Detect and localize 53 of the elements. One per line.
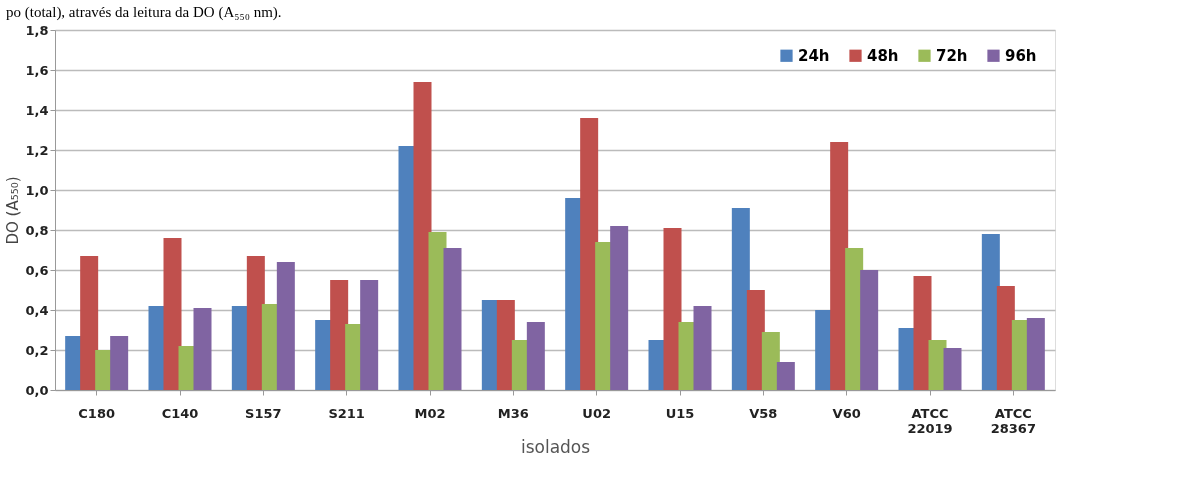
x-tick-label: S157 xyxy=(245,405,282,421)
legend-label: 96h xyxy=(1005,46,1037,65)
bar xyxy=(761,332,780,390)
x-tick-label: U02 xyxy=(582,405,611,421)
bar xyxy=(693,306,712,390)
bar xyxy=(110,336,129,390)
x-axis-title: isolados xyxy=(520,436,591,457)
y-tick-label: 1,6 xyxy=(25,62,49,78)
x-tick-label: V58 xyxy=(749,405,778,421)
bar xyxy=(663,228,682,390)
x-tick-label: C140 xyxy=(161,405,199,421)
bar xyxy=(330,280,349,390)
x-tick-label: ATCC 22019 xyxy=(907,405,953,436)
y-tick-label: 0,8 xyxy=(25,222,49,238)
bar xyxy=(163,238,182,390)
y-tick-label: 1,8 xyxy=(25,22,49,38)
y-tick-label: 1,4 xyxy=(25,102,49,118)
y-tick-label: 0,6 xyxy=(25,262,49,278)
bar xyxy=(746,290,765,390)
y-tick-label: 0,2 xyxy=(25,342,49,358)
bar xyxy=(413,82,432,390)
bar xyxy=(360,280,379,390)
x-tick-label: C180 xyxy=(78,405,116,421)
y-tick-label: 0,0 xyxy=(25,382,49,398)
bar xyxy=(580,118,599,390)
x-tick-label: M36 xyxy=(497,405,529,421)
bar xyxy=(913,276,932,390)
bar xyxy=(80,256,99,390)
bar xyxy=(443,248,462,390)
bar xyxy=(731,208,750,390)
x-tick-label: M02 xyxy=(414,405,446,421)
bar xyxy=(830,142,849,390)
legend-label: 24h xyxy=(798,46,830,65)
y-tick-label: 1,2 xyxy=(25,142,49,158)
bar xyxy=(860,270,879,390)
bar xyxy=(943,348,962,390)
x-tick-label: S211 xyxy=(328,405,365,421)
y-tick-label: 0,4 xyxy=(25,302,49,318)
x-tick-label: U15 xyxy=(665,405,695,421)
bar xyxy=(276,262,295,390)
text: po (total), através da leitura da DO (A₅₅₀ nm). xyxy=(5,4,282,21)
x-tick-label: ATCC 28367 xyxy=(990,405,1036,436)
bar xyxy=(496,300,515,390)
legend-label: 48h xyxy=(867,46,899,65)
legend-label: 72h xyxy=(936,46,968,65)
bar xyxy=(1026,318,1045,390)
x-tick-label: V60 xyxy=(832,405,861,421)
bar xyxy=(776,362,795,390)
bar xyxy=(610,226,629,390)
bar xyxy=(193,308,212,390)
bar xyxy=(526,322,545,390)
y-tick-label: 1,0 xyxy=(25,182,49,198)
y-axis-title: DO (A₅₅₀) xyxy=(4,176,23,245)
